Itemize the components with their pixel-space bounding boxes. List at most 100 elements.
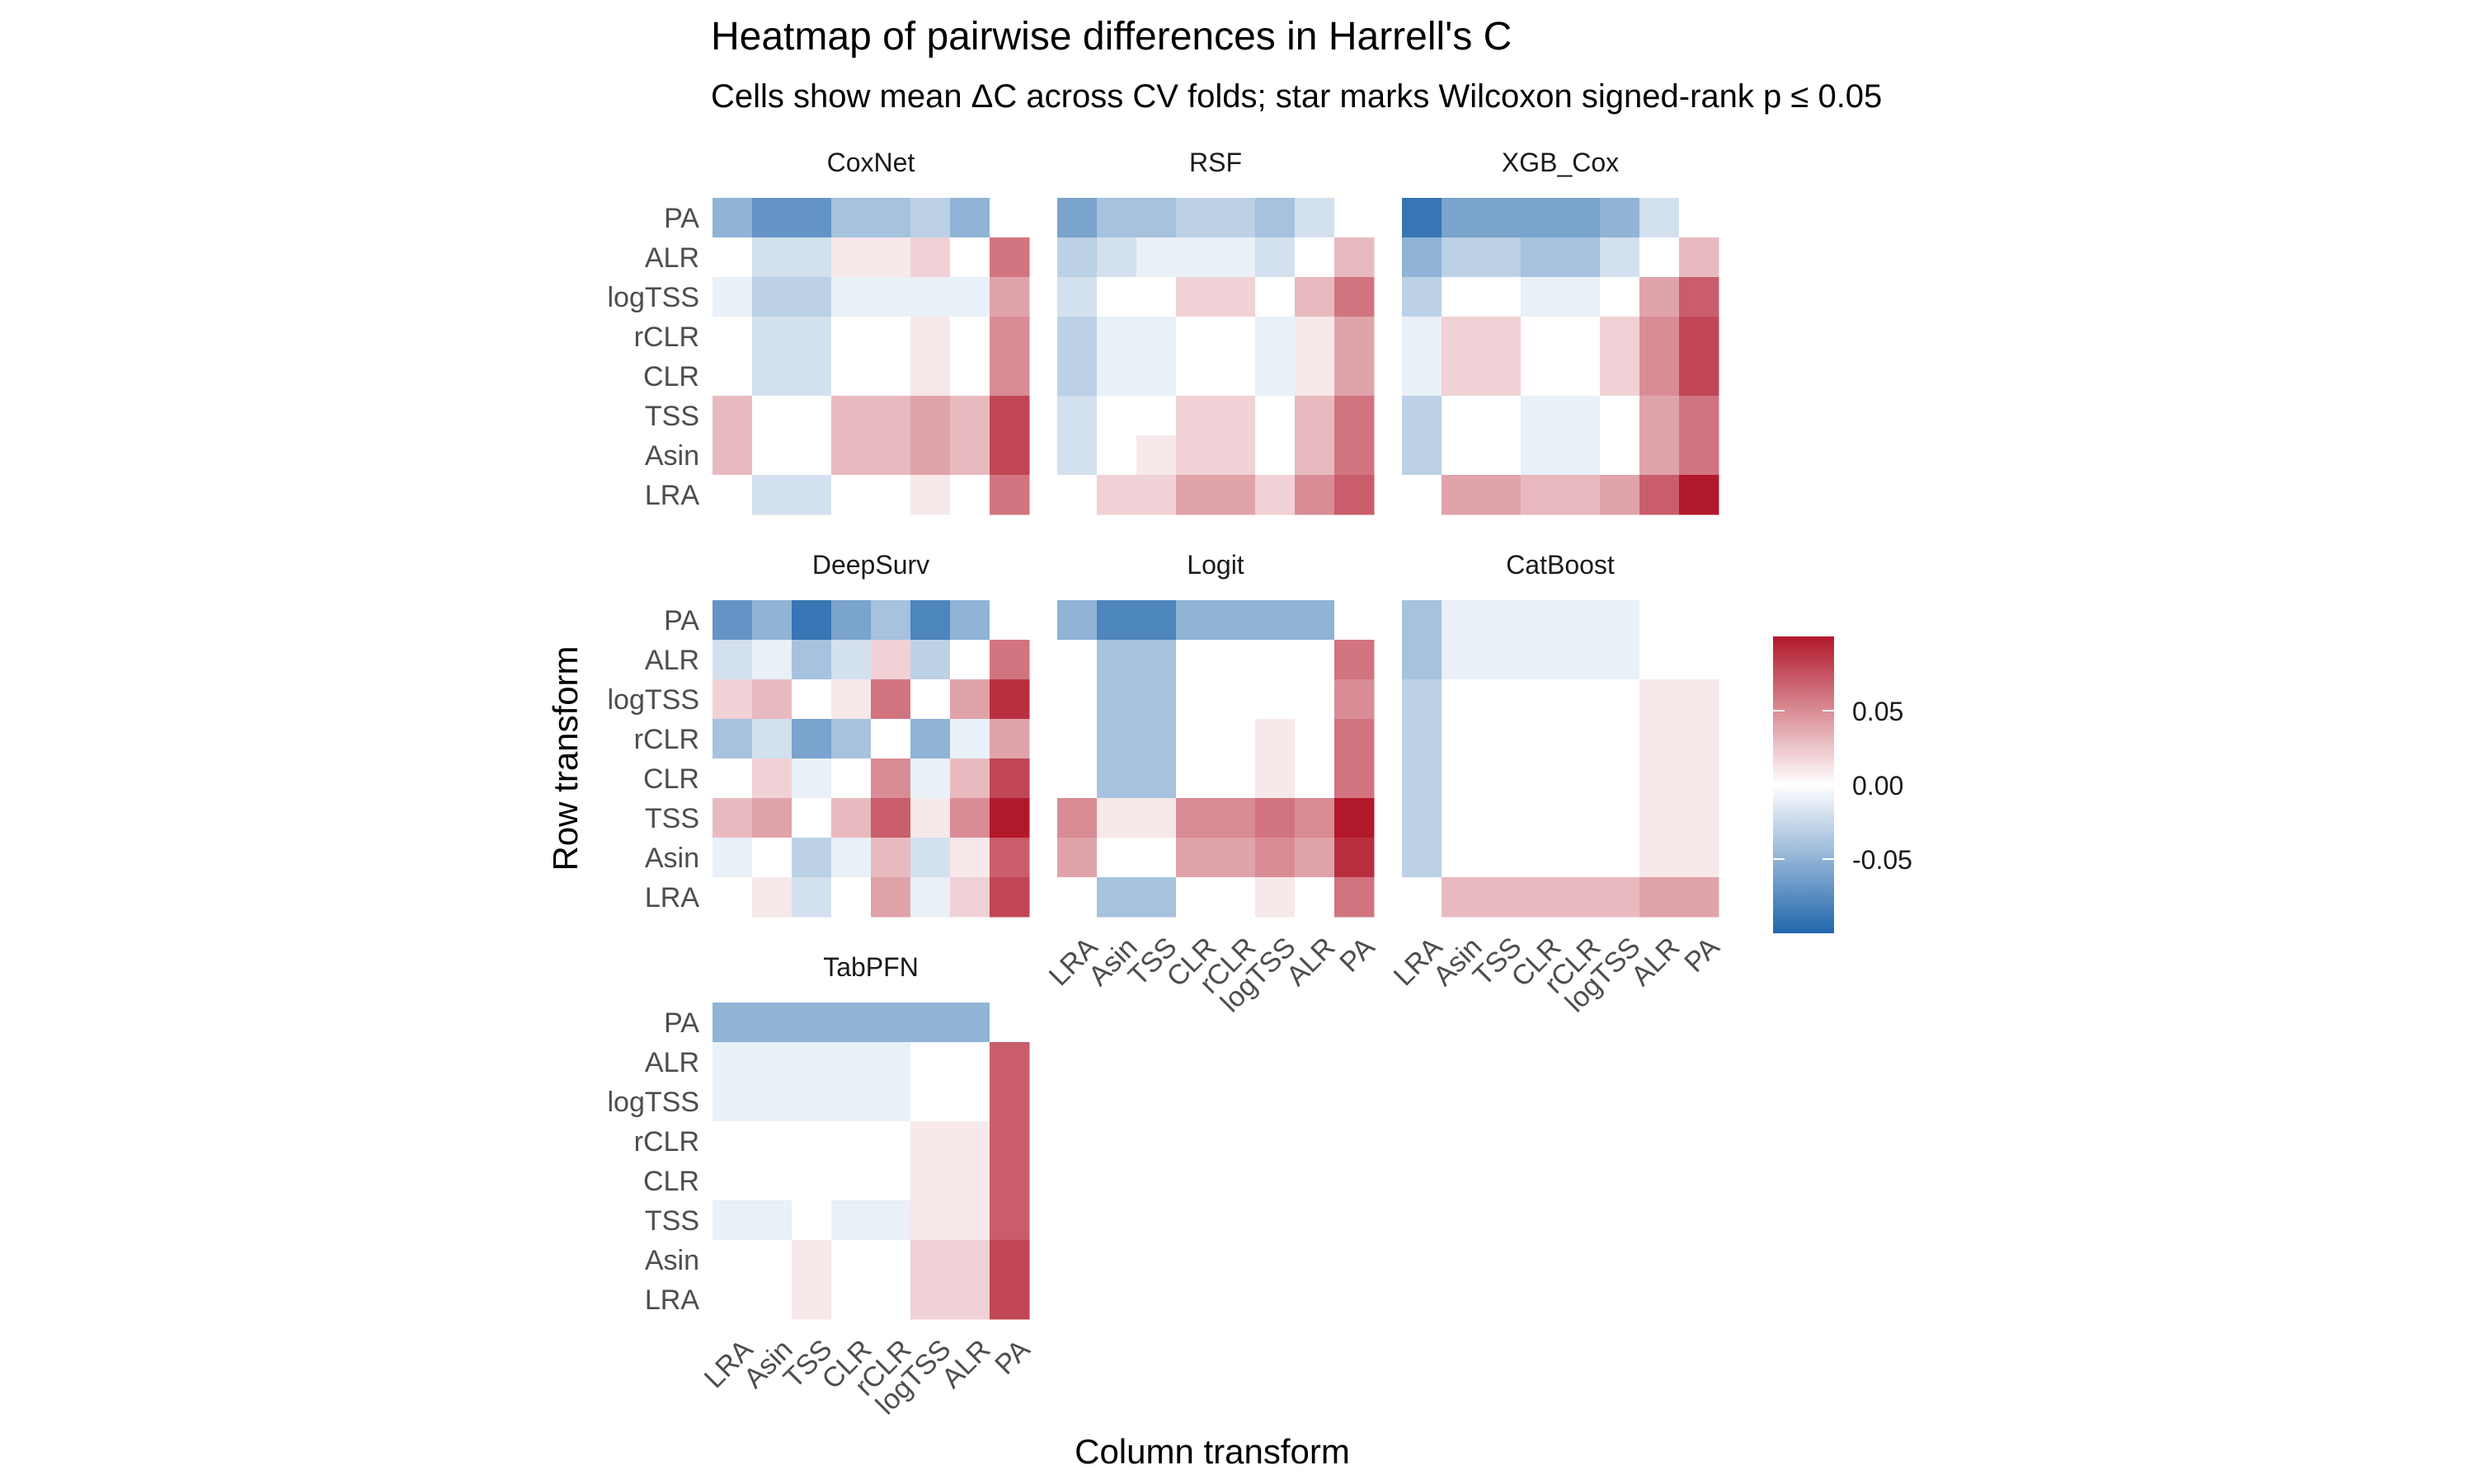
heatmap-cell xyxy=(1295,679,1335,720)
heatmap-cell xyxy=(990,1003,1030,1043)
heatmap-cell xyxy=(1442,396,1482,436)
heatmap-cell xyxy=(831,758,872,799)
heatmap-cell xyxy=(1560,877,1601,918)
heatmap-cell xyxy=(950,1280,990,1320)
heatmap-cell xyxy=(1679,198,1719,238)
heatmap-cell xyxy=(831,198,872,238)
heatmap-cell xyxy=(1057,198,1098,238)
y-tick-label: LRA xyxy=(645,1284,699,1316)
heatmap-cell xyxy=(1600,798,1640,838)
heatmap-cell xyxy=(1216,758,1256,799)
heatmap-cell xyxy=(1255,719,1296,759)
heatmap-cell xyxy=(1057,600,1098,641)
heatmap-cell xyxy=(910,1161,951,1201)
heatmap-cell xyxy=(1136,719,1177,759)
heatmap-cell xyxy=(871,877,911,918)
panel-title: CatBoost xyxy=(1506,550,1615,580)
heatmap-cell xyxy=(831,640,872,680)
heatmap-cell xyxy=(1057,277,1098,317)
heatmap-cell xyxy=(1136,237,1177,278)
heatmap-cell xyxy=(831,719,872,759)
heatmap-cell xyxy=(1442,198,1482,238)
heatmap-cell xyxy=(950,838,990,878)
heatmap-cell xyxy=(792,317,832,357)
heatmap-cell xyxy=(1600,877,1640,918)
heatmap-cell xyxy=(1255,198,1296,238)
heatmap-cell xyxy=(713,798,753,838)
heatmap-cell xyxy=(910,838,951,878)
chart-title: Heatmap of pairwise differences in Harre… xyxy=(711,15,1512,59)
heatmap-cell xyxy=(1679,640,1719,680)
heatmap-cell xyxy=(871,1280,911,1320)
heatmap-cell xyxy=(1136,317,1177,357)
heatmap-cell xyxy=(1402,435,1442,476)
heatmap-cell xyxy=(792,1280,832,1320)
heatmap-cell xyxy=(1521,356,1561,397)
heatmap-cell xyxy=(871,1121,911,1162)
heatmap-cell xyxy=(1560,198,1601,238)
heatmap-cell xyxy=(1255,237,1296,278)
heatmap-cell xyxy=(950,798,990,838)
heatmap-cell xyxy=(1216,475,1256,515)
heatmap-cell xyxy=(1402,798,1442,838)
heatmap-cell xyxy=(1057,640,1098,680)
heatmap-cell xyxy=(1442,237,1482,278)
heatmap-cell xyxy=(1057,317,1098,357)
x-tick-label: ALR xyxy=(936,1334,997,1395)
heatmap-cell xyxy=(950,277,990,317)
y-tick-label: rCLR xyxy=(634,724,699,755)
heatmap-cell xyxy=(1097,719,1137,759)
heatmap-cell xyxy=(1481,679,1522,720)
panel-title: TabPFN xyxy=(823,952,919,982)
heatmap-cell xyxy=(871,1082,911,1122)
heatmap-cell xyxy=(1679,237,1719,278)
heatmap-cell xyxy=(1176,719,1216,759)
heatmap-cell xyxy=(1679,475,1719,515)
heatmap-cell xyxy=(1255,877,1296,918)
heatmap-cell xyxy=(1600,758,1640,799)
heatmap-cell xyxy=(831,396,872,436)
heatmap-cell xyxy=(831,877,872,918)
heatmap-cell xyxy=(1136,679,1177,720)
heatmap-cell xyxy=(1136,277,1177,317)
heatmap-cell xyxy=(792,1161,832,1201)
heatmap-cell xyxy=(1521,237,1561,278)
heatmap-cell xyxy=(910,1003,951,1043)
heatmap-cell xyxy=(1334,838,1375,878)
heatmap-cell xyxy=(990,719,1030,759)
heatmap-cell xyxy=(1521,198,1561,238)
heatmap-cell xyxy=(1639,396,1680,436)
heatmap-cell xyxy=(871,640,911,680)
heatmap-cell xyxy=(1176,435,1216,476)
heatmap-cell xyxy=(950,877,990,918)
heatmap-cell xyxy=(752,1200,793,1241)
heatmap-cell xyxy=(1442,600,1482,641)
heatmap-cell xyxy=(752,758,793,799)
heatmap-cell xyxy=(990,1161,1030,1201)
y-tick-label: ALR xyxy=(645,1047,699,1078)
heatmap-cell xyxy=(792,600,832,641)
heatmap-cell xyxy=(713,1003,753,1043)
heatmap-cell xyxy=(1176,758,1216,799)
heatmap-cell xyxy=(910,1042,951,1082)
heatmap-cell xyxy=(1521,277,1561,317)
heatmap-cell xyxy=(950,1003,990,1043)
heatmap-cell xyxy=(1442,679,1482,720)
heatmap-cell xyxy=(1176,600,1216,641)
heatmap-cell xyxy=(1097,475,1137,515)
heatmap-cell xyxy=(1402,198,1442,238)
heatmap-cell xyxy=(1136,198,1177,238)
heatmap-cell xyxy=(990,198,1030,238)
heatmap-cell xyxy=(1057,475,1098,515)
heatmap-cell xyxy=(1334,600,1375,641)
heatmap-cell xyxy=(871,475,911,515)
heatmap-cell xyxy=(1334,758,1375,799)
heatmap-cell xyxy=(1521,798,1561,838)
heatmap-cell xyxy=(1402,640,1442,680)
heatmap-cell xyxy=(1521,838,1561,878)
heatmap-cell xyxy=(1639,758,1680,799)
heatmap-cell xyxy=(950,640,990,680)
heatmap-cell xyxy=(1334,356,1375,397)
heatmap-cell xyxy=(910,317,951,357)
heatmap-cell xyxy=(1057,435,1098,476)
